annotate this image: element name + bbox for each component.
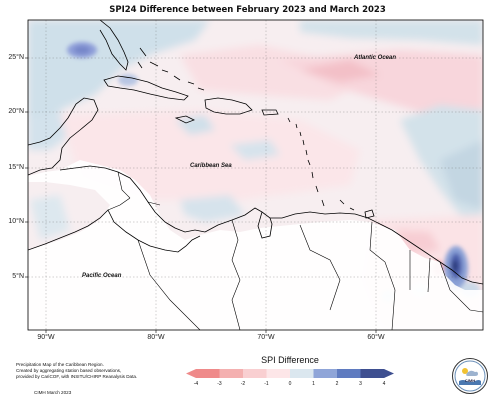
colorbar-tick-label: -3	[217, 381, 222, 387]
colorbar-segment	[219, 369, 244, 378]
label-atlantic-ocean: Atlantic Ocean	[354, 55, 397, 61]
footer-line-1: Precipitation Map of the Caribbean Regio…	[16, 362, 104, 367]
logo-label: CIMH	[464, 378, 476, 383]
lon-tick-60w: 60°W	[367, 334, 385, 341]
colorbar-extend-high	[384, 369, 394, 378]
colorbar-segment	[313, 369, 338, 378]
lat-tick-20n: 20°N	[8, 108, 24, 115]
colorbar-extend-low	[186, 369, 196, 378]
label-pacific-ocean: Pacific Ocean	[82, 273, 122, 279]
cimh-logo: CIMH	[452, 358, 488, 394]
colorbar-tick-label: -1	[264, 381, 269, 387]
lat-tick-10n: 10°N	[8, 218, 24, 225]
colorbar-tick-label: 0	[288, 381, 292, 387]
footer-note: Precipitation Map of the Caribbean Regio…	[16, 362, 206, 380]
logo-emblem-icon	[454, 360, 486, 392]
colorbar-segment	[243, 369, 267, 378]
footer-line-3: provided by CariCOF, with INSITU/CHIRP R…	[16, 374, 138, 379]
lat-tick-15n: 15°N	[8, 164, 24, 171]
colorbar-tick-label: 2	[335, 381, 339, 387]
colorbar-segment	[360, 369, 385, 378]
map-title: SPI24 Difference between February 2023 a…	[109, 5, 386, 15]
label-caribbean-sea: Caribbean Sea	[190, 163, 232, 169]
lat-tick-25n: 25°N	[8, 54, 24, 61]
colorbar-tick-label: 1	[312, 381, 315, 387]
central-america-land	[28, 160, 483, 330]
lon-tick-90w: 90°W	[37, 334, 55, 341]
colorbar-segment	[337, 369, 361, 378]
graticule	[28, 20, 483, 330]
colorbar-tick-label: -2	[240, 381, 246, 387]
footer-credit: CIMH March 2023	[34, 390, 72, 395]
colorbar-segment	[266, 369, 291, 378]
legend-title: SPI Difference	[261, 355, 319, 365]
colorbar-tick-label: 4	[382, 381, 386, 387]
colorbar-segment	[196, 369, 220, 378]
footer-line-2: Created by aggregating station based obs…	[16, 368, 122, 373]
lon-tick-80w: 80°W	[147, 334, 165, 341]
coastlines	[28, 20, 483, 330]
lat-tick-5n: 5°N	[12, 273, 24, 280]
map-frame	[27, 19, 484, 331]
colorbar-segment	[290, 369, 314, 378]
colorbar	[186, 369, 394, 378]
colorbar-tick-label: 3	[359, 381, 362, 387]
colorbar-tick-label: -4	[193, 381, 199, 387]
lon-tick-70w: 70°W	[257, 334, 275, 341]
